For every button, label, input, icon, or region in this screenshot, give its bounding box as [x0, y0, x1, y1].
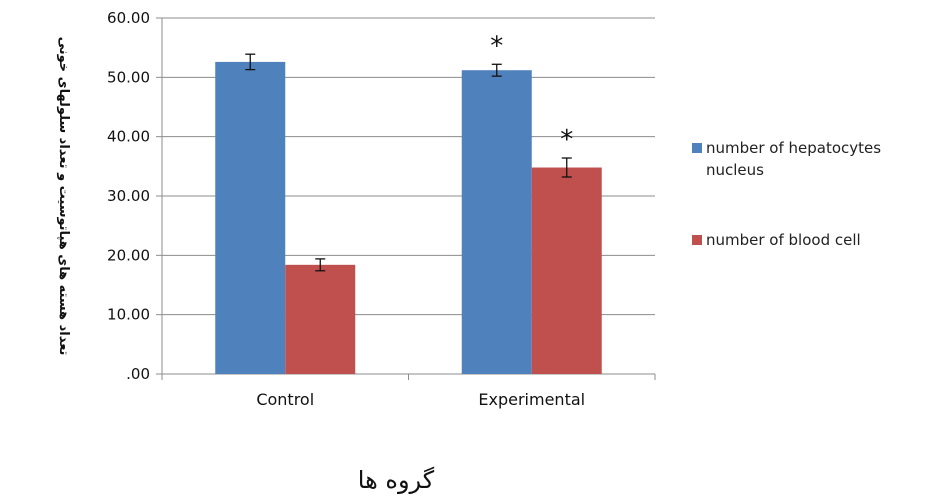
- legend-label: nucleus: [706, 161, 764, 179]
- y-tick-label: 10.00: [107, 306, 150, 324]
- x-axis-label: گروه ها: [358, 466, 435, 494]
- axes: .00 10.00 20.00 30.00 40.00 50.00 60.00 Control…: [107, 9, 656, 409]
- legend-label: number of hepatocytes: [706, 139, 881, 157]
- bar: [461, 70, 532, 375]
- y-tick-label: 20.00: [107, 246, 150, 264]
- x-tick-label: Control: [256, 390, 314, 409]
- significance-marker: *: [560, 125, 573, 155]
- y-axis-label: تعداد هسته های هپاتوسیت و تعداد سلولهای …: [56, 37, 71, 356]
- y-tick-label: .00: [126, 365, 150, 383]
- bar: [215, 61, 286, 374]
- y-tick-label: 40.00: [107, 128, 150, 146]
- legend: number of hepatocytes nucleus number of bl…: [692, 139, 881, 249]
- bar: [285, 264, 356, 374]
- bars: **: [215, 31, 602, 375]
- legend-swatch: [692, 143, 702, 153]
- y-tick-label: 50.00: [107, 68, 150, 86]
- y-tick-label: 60.00: [107, 9, 150, 27]
- legend-swatch: [692, 235, 702, 245]
- legend-label: number of blood cell: [706, 231, 861, 249]
- x-tick-label: Experimental: [478, 390, 585, 409]
- bar: [531, 167, 602, 374]
- y-tick-label: 30.00: [107, 187, 150, 205]
- significance-marker: *: [490, 31, 503, 61]
